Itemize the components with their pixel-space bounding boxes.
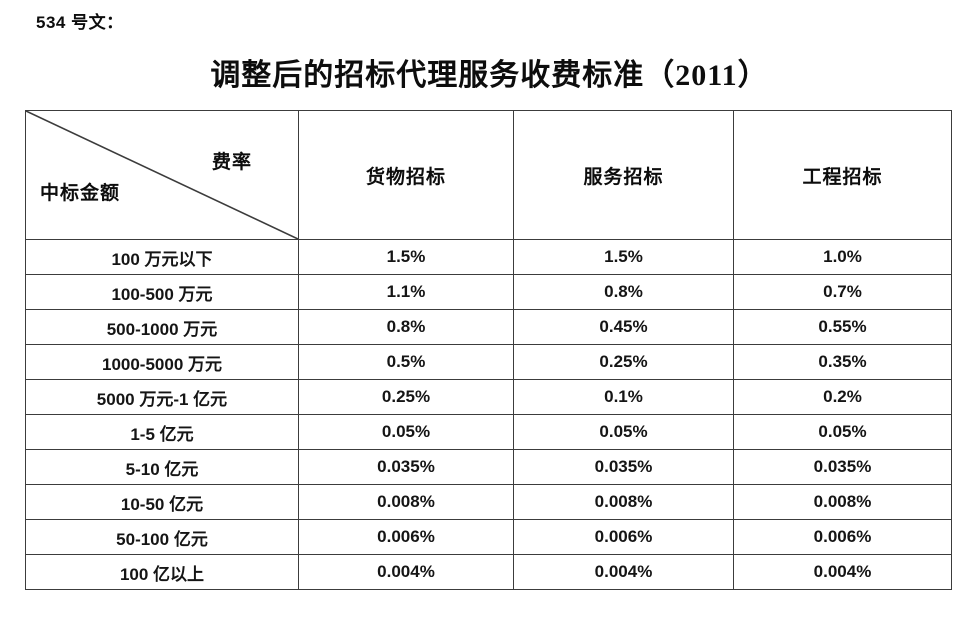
table-row: 5000 万元-1 亿元 0.25% 0.1% 0.2% [25, 379, 952, 415]
row-label: 100-500 万元 [25, 274, 299, 310]
fee-value: 0.8% [298, 309, 514, 345]
fee-value: 0.25% [298, 379, 514, 415]
corner-label-amount: 中标金额 [40, 183, 121, 204]
fee-value: 0.008% [513, 484, 734, 520]
table-row: 50-100 亿元 0.006% 0.006% 0.006% [25, 519, 952, 555]
row-label: 500-1000 万元 [25, 309, 299, 345]
table-header-row: 费率 中标金额 货物招标 服务招标 工程招标 [25, 110, 952, 240]
fee-value: 1.5% [513, 239, 734, 275]
row-label: 100 万元以下 [25, 239, 299, 275]
fee-table: 费率 中标金额 货物招标 服务招标 工程招标 100 万元以下 1.5% 1.5… [25, 110, 952, 590]
row-label: 5000 万元-1 亿元 [25, 379, 299, 415]
row-label: 1000-5000 万元 [25, 344, 299, 380]
fee-value: 0.035% [513, 449, 734, 485]
fee-value: 0.2% [733, 379, 952, 415]
diagonal-divider-line [26, 111, 298, 239]
table-row: 5-10 亿元 0.035% 0.035% 0.035% [25, 449, 952, 485]
doc-number-label: 534 号文： [36, 13, 124, 32]
table-row: 1000-5000 万元 0.5% 0.25% 0.35% [25, 344, 952, 380]
fee-value: 0.25% [513, 344, 734, 380]
fee-value: 1.5% [298, 239, 514, 275]
row-label: 100 亿以上 [25, 554, 299, 590]
fee-value: 0.1% [513, 379, 734, 415]
fee-value: 0.006% [513, 519, 734, 555]
fee-value: 0.008% [298, 484, 514, 520]
table-row: 100 亿以上 0.004% 0.004% 0.004% [25, 554, 952, 590]
column-header-engineering: 工程招标 [733, 110, 952, 240]
row-label: 50-100 亿元 [25, 519, 299, 555]
table-row: 10-50 亿元 0.008% 0.008% 0.008% [25, 484, 952, 520]
fee-value: 0.7% [733, 274, 952, 310]
fee-value: 0.008% [733, 484, 952, 520]
fee-value: 0.45% [513, 309, 734, 345]
table-row: 100-500 万元 1.1% 0.8% 0.7% [25, 274, 952, 310]
fee-value: 0.035% [298, 449, 514, 485]
row-label: 5-10 亿元 [25, 449, 299, 485]
table-row: 100 万元以下 1.5% 1.5% 1.0% [25, 239, 952, 275]
column-header-goods: 货物招标 [298, 110, 514, 240]
table-row: 500-1000 万元 0.8% 0.45% 0.55% [25, 309, 952, 345]
fee-value: 0.8% [513, 274, 734, 310]
row-label: 10-50 亿元 [25, 484, 299, 520]
fee-value: 0.006% [733, 519, 952, 555]
fee-value: 0.55% [733, 309, 952, 345]
fee-value: 0.004% [513, 554, 734, 590]
fee-value: 1.0% [733, 239, 952, 275]
fee-value: 0.006% [298, 519, 514, 555]
fee-value: 0.35% [733, 344, 952, 380]
fee-value: 0.05% [513, 414, 734, 450]
table-row: 1-5 亿元 0.05% 0.05% 0.05% [25, 414, 952, 450]
fee-value: 0.035% [733, 449, 952, 485]
corner-header-cell: 费率 中标金额 [25, 110, 299, 240]
row-label: 1-5 亿元 [25, 414, 299, 450]
fee-value: 0.05% [298, 414, 514, 450]
fee-value: 0.5% [298, 344, 514, 380]
fee-value: 0.004% [733, 554, 952, 590]
page-title: 调整后的招标代理服务收费标准（2011） [210, 59, 769, 92]
fee-value: 0.004% [298, 554, 514, 590]
column-header-services: 服务招标 [513, 110, 734, 240]
corner-label-rate: 费率 [211, 152, 252, 173]
fee-value: 0.05% [733, 414, 952, 450]
fee-value: 1.1% [298, 274, 514, 310]
